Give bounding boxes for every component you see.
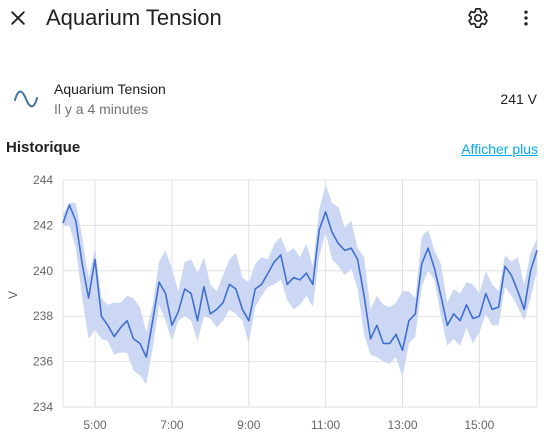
chart-range-band xyxy=(63,184,537,385)
x-tick-label: 7:00 xyxy=(160,418,184,432)
entity-name: Aquarium Tension xyxy=(54,81,166,97)
x-tick-label: 9:00 xyxy=(237,418,261,432)
entity-state: 241 V xyxy=(500,91,537,107)
x-tick-label: 5:00 xyxy=(83,418,107,432)
dialog-title: Aquarium Tension xyxy=(46,5,222,30)
settings-button[interactable] xyxy=(464,4,492,32)
close-button[interactable] xyxy=(4,4,32,32)
chart-grid xyxy=(62,179,538,408)
history-chart: 244 242 240 238 236 234 5:00 7:00 9:00 11:00 13:00… xyxy=(6,173,538,432)
dialog-header: Aquarium Tension xyxy=(0,0,556,38)
y-tick-label: 234 xyxy=(33,400,53,414)
history-title: Historique xyxy=(6,139,81,156)
more-vert-icon xyxy=(524,10,528,26)
x-tick-label: 15:00 xyxy=(464,418,494,432)
min-max-range-area xyxy=(63,184,537,385)
gear-icon xyxy=(468,8,488,28)
show-more-link[interactable]: Afficher plus xyxy=(461,141,538,157)
chart-series-line xyxy=(62,204,538,358)
y-tick-label: 244 xyxy=(33,173,53,187)
y-tick-label: 240 xyxy=(33,264,53,278)
y-tick-label: 242 xyxy=(33,218,53,232)
x-tick-label: 11:00 xyxy=(311,418,340,432)
chart-tick-labels: 244 242 240 238 236 234 5:00 7:00 9:00 11:00 13:00… xyxy=(33,173,495,432)
y-axis-label: V xyxy=(6,291,20,299)
sine-wave-icon xyxy=(14,90,38,108)
entity-last-changed: Il y a 4 minutes xyxy=(54,101,149,117)
close-icon xyxy=(11,11,25,25)
y-tick-label: 238 xyxy=(33,309,53,323)
x-tick-label: 13:00 xyxy=(387,418,417,432)
mean-voltage-line xyxy=(62,204,538,358)
more-menu-button[interactable] xyxy=(512,4,540,32)
y-tick-label: 236 xyxy=(33,355,53,369)
